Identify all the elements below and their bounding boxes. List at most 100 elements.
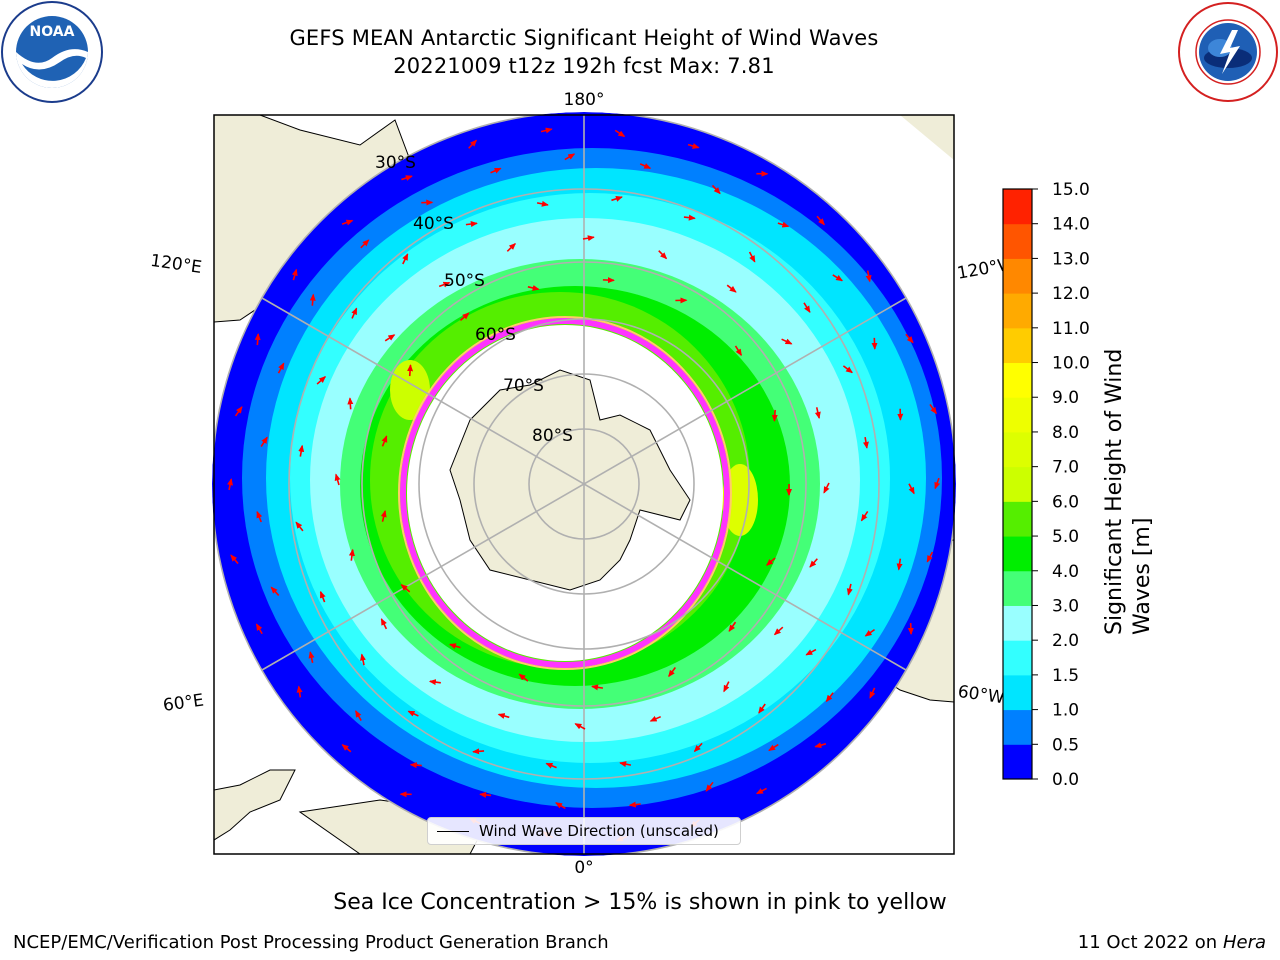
wind-wave-arrow: [748, 251, 756, 263]
colorbar-tick-label: 1.5: [1052, 666, 1079, 686]
colorbar-title-line1: Significant Height of Wind: [1102, 348, 1127, 635]
colorbar-tick-label: 8.0: [1052, 423, 1079, 443]
land-upper-right: [900, 115, 954, 160]
wind-wave-arrow: [628, 801, 641, 808]
wind-wave-arrow: [905, 333, 914, 344]
wind-wave-arrow: [296, 685, 303, 698]
footer-credit: NCEP/EMC/Verification Post Processing Pr…: [13, 932, 609, 953]
colorbar-tick-label: 9.0: [1052, 388, 1079, 408]
wind-wave-arrow: [862, 436, 869, 449]
wind-wave-arrow: [768, 743, 779, 752]
wind-wave-arrow: [825, 692, 834, 703]
colorbar-title-line2: Waves [m]: [1130, 517, 1155, 635]
wind-wave-arrow: [428, 679, 441, 686]
wind-wave-arrow: [536, 200, 549, 207]
colorbar-tick-label: 7.0: [1052, 458, 1079, 478]
colorbar-tick-label: 3.0: [1052, 596, 1079, 616]
wind-wave-arrow: [230, 554, 239, 565]
wind-wave-arrow: [380, 510, 387, 522]
wind-wave-arrow: [758, 703, 766, 714]
colorbar-tick-label: 10.0: [1052, 354, 1090, 374]
wind-wave-arrow: [465, 221, 478, 228]
wind-wave-arrow: [347, 397, 354, 410]
wind-wave-arrow: [816, 215, 825, 226]
wind-wave-arrow: [351, 307, 358, 319]
wind-wave-arrow: [384, 334, 396, 342]
colorbar-title: Significant Height of Wind Waves [m]: [1102, 335, 1162, 635]
wind-wave-arrow: [842, 365, 853, 374]
wind-wave-arrow: [908, 483, 915, 495]
colorbar-tick-label: 6.0: [1052, 492, 1079, 512]
wind-wave-arrow: [298, 444, 305, 457]
colorbar-segment: [1003, 293, 1032, 329]
wind-wave-arrow: [277, 362, 285, 374]
colorbar-segment: [1003, 605, 1032, 641]
lon-label-lower-right: 60°W: [957, 682, 1006, 708]
map-frame: [213, 114, 955, 855]
wind-wave-arrow: [497, 713, 510, 719]
footer-host: Hera: [1222, 932, 1266, 953]
wave-height-field: [212, 112, 956, 856]
colorbar-segment: [1003, 744, 1032, 780]
wind-wave-arrow: [803, 302, 811, 313]
wind-wave-arrow: [381, 435, 388, 447]
svg-text:NOAA: NOAA: [30, 24, 75, 40]
wind-wave-arrow: [926, 551, 934, 563]
wind-wave-arrow: [407, 364, 414, 377]
wind-wave-arrow: [341, 219, 354, 226]
wind-wave-arrow: [687, 143, 700, 149]
wind-wave-arrow: [380, 618, 388, 630]
wind-wave-arrow: [360, 653, 366, 666]
lat-label-50: 50°S: [444, 271, 485, 291]
wind-wave-arrow: [295, 521, 304, 532]
wind-wave-arrow: [308, 651, 315, 663]
noaa-logo: NOAA: [1, 1, 103, 103]
lon-label-bottom: 0°: [574, 858, 593, 878]
wind-wave-arrow: [865, 270, 872, 283]
colorbar-segment: [1003, 640, 1032, 676]
wind-wave-arrows: [227, 127, 941, 842]
wind-wave-arrow: [728, 621, 737, 632]
colorbar-segment: [1003, 431, 1032, 468]
wind-wave-arrow: [823, 482, 830, 494]
wind-wave-arrow: [814, 742, 827, 749]
wind-wave-arrow: [934, 477, 941, 490]
colorbar-segment: [1003, 501, 1032, 537]
land-africa: [214, 769, 296, 841]
wind-wave-arrow: [291, 268, 298, 281]
wind-wave-arrow: [309, 293, 316, 306]
wind-wave-arrow: [726, 284, 737, 293]
wind-wave-arrow: [864, 628, 876, 637]
wind-wave-arrow: [255, 623, 263, 635]
colorbar-segment: [1003, 327, 1032, 364]
wind-wave-arrow: [334, 473, 341, 486]
wind-wave-arrow: [254, 333, 261, 346]
colorbar-segment: [1003, 258, 1032, 294]
lat-label-30: 30°S: [375, 153, 416, 173]
wind-wave-arrow: [771, 409, 778, 422]
wind-wave-arrow: [319, 590, 326, 603]
wind-wave-arrow: [766, 557, 776, 566]
footer-date-text: 11 Oct 2022 on: [1077, 932, 1218, 953]
colorbar-tick-label: 5.0: [1052, 527, 1079, 547]
wind-wave-arrow: [540, 127, 553, 134]
lon-label-lower-left: 60°E: [162, 690, 205, 715]
wind-wave-arrow: [472, 748, 485, 755]
wind-wave-arrow: [348, 548, 355, 561]
wind-wave-arrow: [814, 407, 821, 420]
wind-wave-arrow: [693, 742, 703, 753]
wind-wave-arrow: [459, 312, 470, 322]
wind-wave-arrow: [711, 184, 721, 195]
colorbar-tick-label: 11.0: [1052, 319, 1090, 339]
wind-wave-arrow: [705, 781, 714, 792]
wind-wave-arrow: [591, 684, 604, 691]
colorbar-tick-label: 4.0: [1052, 562, 1079, 582]
wind-wave-arrow: [809, 558, 818, 568]
wind-wave-arrow: [506, 242, 516, 252]
wind-wave-arrow: [755, 787, 767, 795]
wind-wave-arrow: [582, 235, 595, 242]
wind-wave-arrow: [734, 345, 743, 357]
legend-line-sample: [437, 831, 469, 832]
colorbar-segment: [1003, 536, 1032, 572]
